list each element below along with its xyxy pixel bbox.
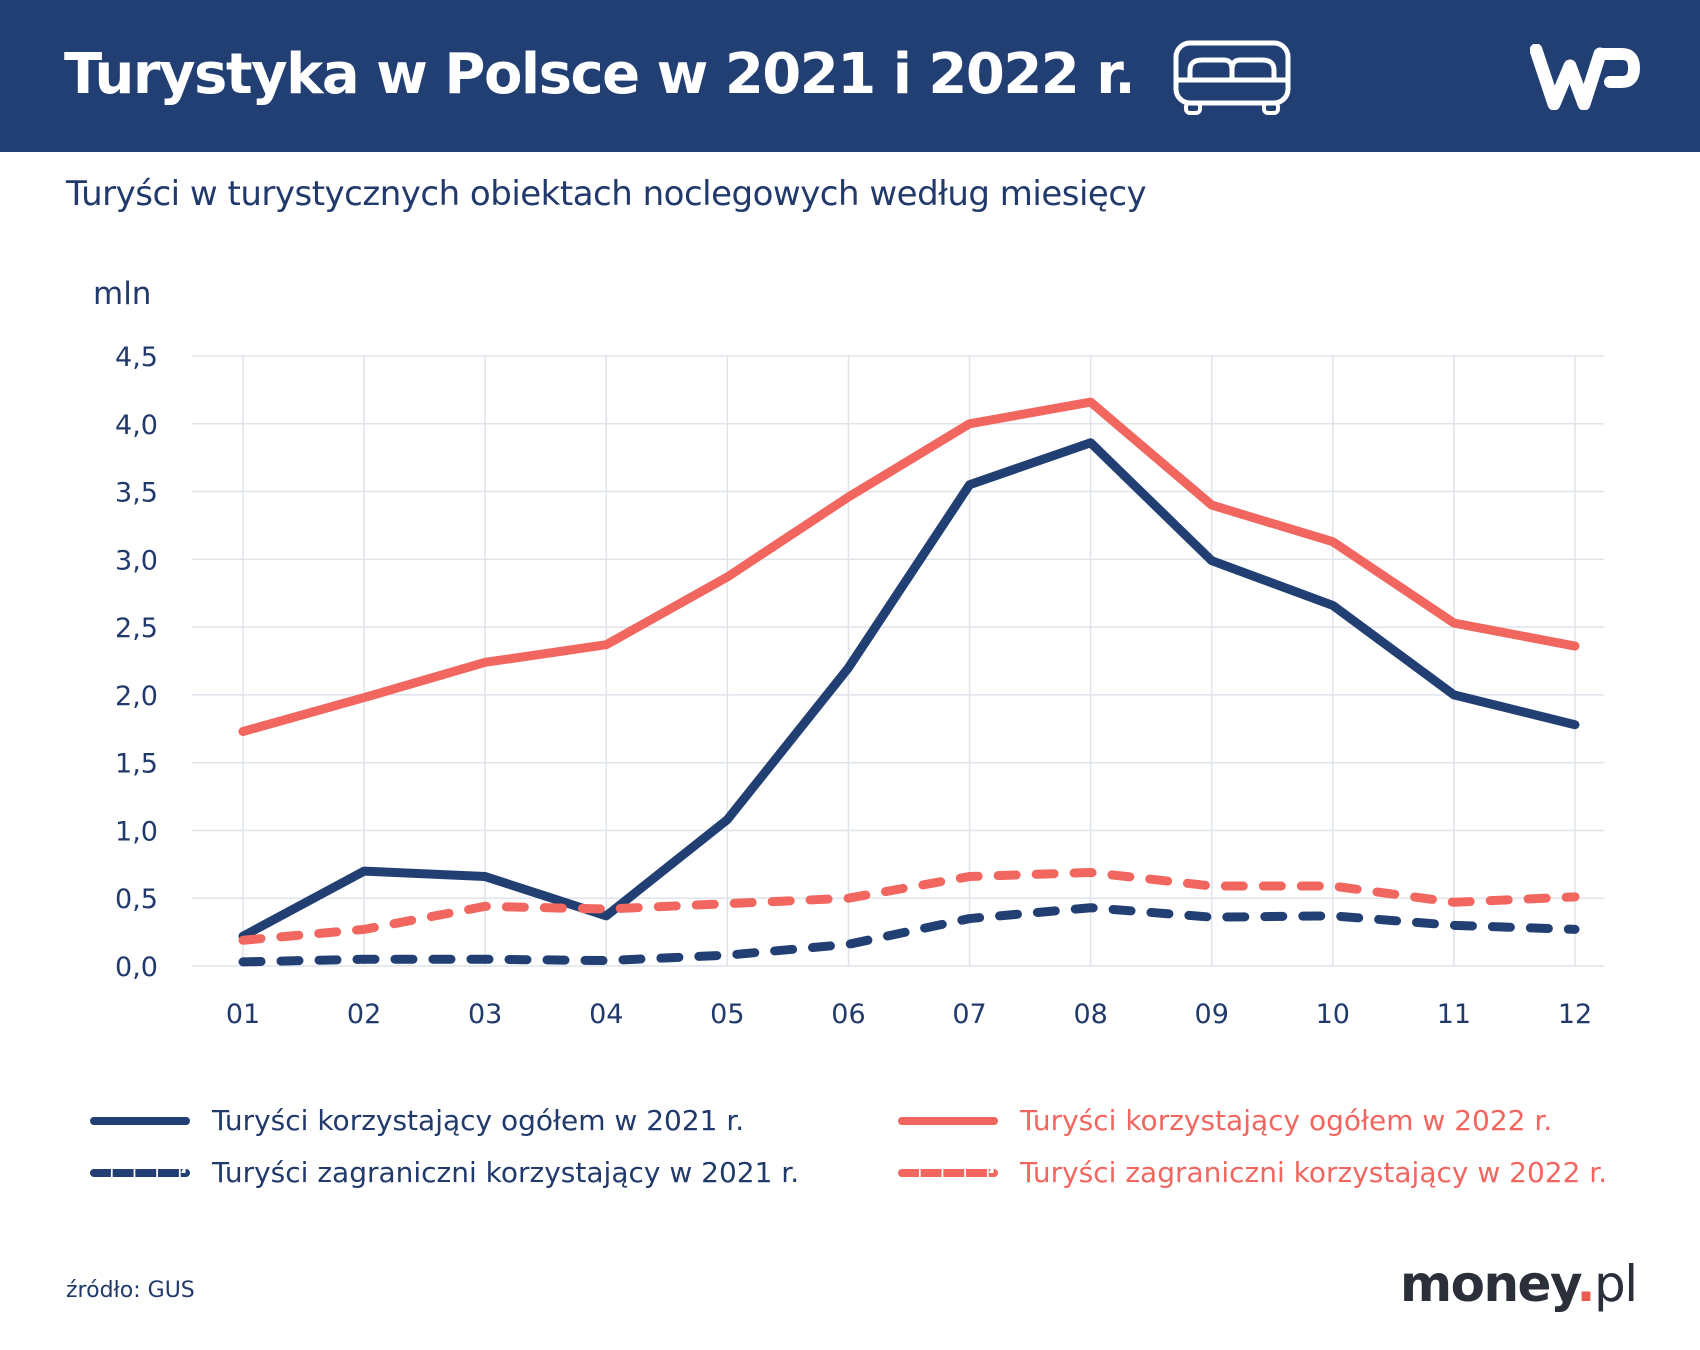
y-tick-label: 1,0 [115,816,158,847]
y-tick-label: 3,5 [115,478,158,509]
x-tick-label: 10 [1316,999,1350,1030]
brand-suffix: pl [1593,1255,1638,1313]
x-tick-label: 06 [831,999,865,1030]
x-tick-label: 08 [1073,999,1107,1030]
series-line-3 [238,867,1580,945]
x-tick-label: 03 [468,999,502,1030]
x-tick-label: 11 [1437,999,1471,1030]
x-tick-label: 02 [347,999,381,1030]
brand-name: money [1400,1255,1578,1313]
y-tick-label: 4,0 [115,410,158,441]
money-pl-logo: money.pl [1400,1255,1638,1313]
x-tick-label: 04 [589,999,623,1030]
x-tick-label: 05 [710,999,744,1030]
chart-subtitle: Turyści w turystycznych obiektach nocleg… [66,174,1147,214]
y-tick-label: 0,0 [115,952,158,983]
legend-label: Turyści korzystający ogółem w 2021 r. [212,1104,745,1137]
legend-swatch [90,1116,190,1125]
legend-swatch [898,1116,998,1125]
legend-swatch [90,1168,190,1177]
y-tick-label: 0,5 [115,884,158,915]
line-chart: 0,0 0,5 1,0 1,5 2,0 2,5 3,0 3,5 4,0 4,5 01 02 03 04 05… [115,342,1604,1030]
bed-icon [1173,40,1291,115]
legend-item-foreign-2022: Turyści zagraniczni korzystający w 2022 … [898,1156,1607,1189]
series-line-2 [238,903,1580,967]
y-tick-label: 2,0 [115,681,158,712]
x-tick-label: 09 [1195,999,1229,1030]
x-tick-label: 12 [1558,999,1592,1030]
legend-label: Turyści korzystający ogółem w 2022 r. [1020,1104,1553,1137]
y-tick-label: 4,5 [115,342,158,373]
y-tick-label: 2,5 [115,613,158,644]
source-note: źródło: GUS [66,1278,195,1303]
brand-dot: . [1576,1255,1595,1313]
wp-logo [1530,44,1640,110]
y-axis-unit: mln [93,276,152,312]
page-title: Turystyka w Polsce w 2021 i 2022 r. [64,42,1136,107]
series-line-1 [238,397,1580,736]
legend-label: Turyści zagraniczni korzystający w 2021 … [212,1156,800,1189]
legend-item-total-2022: Turyści korzystający ogółem w 2022 r. [898,1104,1552,1137]
legend-item-foreign-2021: Turyści zagraniczni korzystający w 2021 … [90,1156,799,1189]
y-tick-label: 3,0 [115,545,158,576]
y-tick-label: 1,5 [115,749,158,780]
series-line-0 [238,438,1580,941]
x-tick-label: 01 [226,999,260,1030]
legend-item-total-2021: Turyści korzystający ogółem w 2021 r. [90,1104,744,1137]
legend-label: Turyści zagraniczni korzystający w 2022 … [1020,1156,1608,1189]
x-tick-label: 07 [952,999,986,1030]
header-banner: Turystyka w Polsce w 2021 i 2022 r. [0,0,1700,152]
legend-swatch [898,1168,998,1177]
